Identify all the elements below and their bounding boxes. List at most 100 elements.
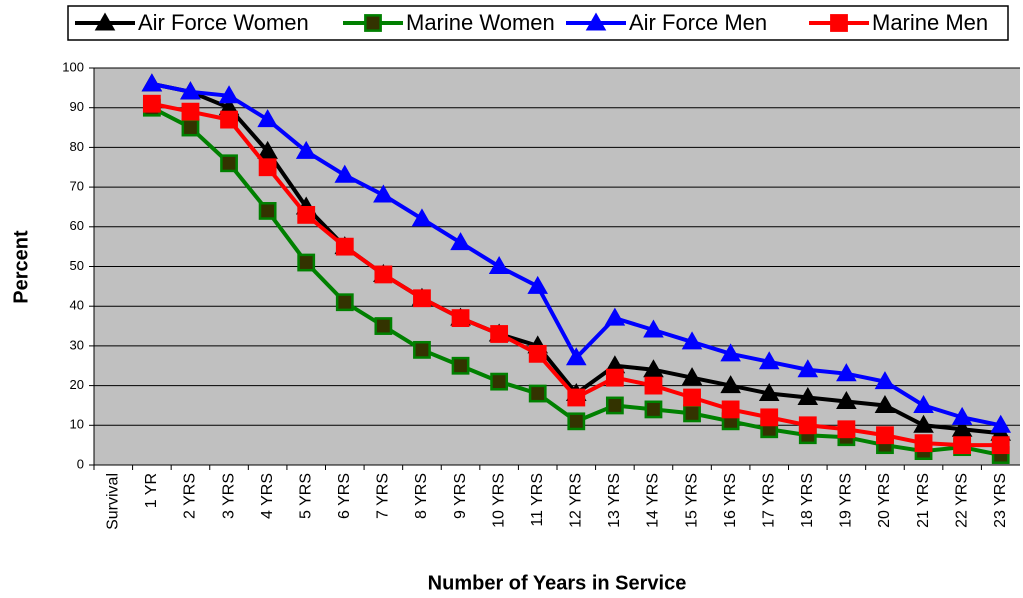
marker bbox=[142, 94, 161, 113]
marker bbox=[991, 436, 1010, 455]
marker bbox=[413, 289, 431, 308]
marker bbox=[220, 110, 238, 129]
marker bbox=[257, 109, 278, 128]
marker bbox=[953, 436, 972, 455]
series bbox=[142, 94, 1010, 455]
marker bbox=[490, 372, 509, 391]
x-axis-title: Number of Years in Service bbox=[428, 572, 687, 594]
marker bbox=[720, 375, 741, 394]
marker bbox=[258, 158, 277, 177]
x-tick-label: 6 YRS bbox=[336, 473, 353, 519]
marker bbox=[913, 414, 934, 433]
y-tick-label: 30 bbox=[70, 337, 84, 352]
x-tick-label: 2 YRS bbox=[182, 473, 199, 519]
marker bbox=[681, 331, 703, 350]
y-tick-label: 50 bbox=[70, 258, 84, 273]
marker bbox=[94, 12, 116, 31]
marker bbox=[876, 426, 894, 445]
marker bbox=[643, 359, 664, 378]
y-tick-label: 10 bbox=[70, 417, 84, 432]
x-tick-label: 13 YRS bbox=[606, 473, 623, 528]
marker bbox=[836, 390, 857, 409]
marker bbox=[644, 376, 663, 395]
marker bbox=[490, 325, 509, 343]
y-axis-title: Percent bbox=[10, 230, 32, 304]
marker bbox=[141, 73, 163, 92]
y-tick-label: 20 bbox=[70, 377, 84, 392]
marker bbox=[643, 319, 664, 338]
marker bbox=[335, 237, 354, 256]
marker bbox=[181, 118, 200, 137]
marker bbox=[758, 351, 780, 370]
y-tick-label: 40 bbox=[70, 298, 84, 313]
legend-label: Air Force Women bbox=[138, 10, 309, 35]
x-tick-label: 12 YRS bbox=[568, 473, 585, 528]
marker bbox=[567, 388, 586, 407]
x-tick-label: 21 YRS bbox=[915, 473, 932, 528]
marker bbox=[528, 344, 547, 363]
marker bbox=[758, 383, 780, 402]
marker bbox=[951, 418, 973, 437]
series bbox=[142, 98, 1010, 464]
marker bbox=[334, 164, 356, 183]
marker bbox=[257, 140, 278, 159]
marker bbox=[604, 307, 626, 326]
marker bbox=[585, 12, 607, 31]
marker bbox=[990, 414, 1012, 433]
legend-label: Air Force Men bbox=[629, 10, 767, 35]
marker bbox=[335, 293, 354, 312]
marker bbox=[258, 202, 277, 220]
y-tick-label: 60 bbox=[70, 218, 84, 233]
marker bbox=[721, 400, 740, 419]
marker bbox=[683, 388, 701, 407]
x-tick-label: 23 YRS bbox=[992, 473, 1009, 528]
marker bbox=[797, 359, 819, 378]
marker bbox=[683, 404, 701, 423]
x-tick-label: 11 YRS bbox=[529, 473, 546, 527]
marker bbox=[951, 406, 973, 425]
y-tick-label: 0 bbox=[77, 456, 84, 471]
y-tick-label: 80 bbox=[70, 139, 84, 154]
marker bbox=[567, 412, 586, 431]
marker bbox=[297, 253, 316, 272]
marker bbox=[605, 396, 624, 415]
x-tick-label: Survival bbox=[105, 473, 122, 530]
marker bbox=[836, 363, 857, 382]
marker bbox=[874, 371, 896, 390]
marker bbox=[374, 265, 393, 284]
marker bbox=[605, 368, 624, 387]
x-tick-label: 22 YRS bbox=[953, 473, 970, 528]
y-tick-label: 100 bbox=[62, 59, 84, 74]
series bbox=[141, 73, 1012, 433]
marker bbox=[413, 340, 431, 359]
x-tick-label: 8 YRS bbox=[413, 473, 430, 519]
marker bbox=[451, 309, 470, 328]
x-tick-label: 20 YRS bbox=[876, 473, 893, 528]
marker bbox=[798, 416, 817, 435]
legend: Air Force Women Marine Women Air Force Men… bbox=[67, 5, 1009, 41]
x-tick-label: 9 YRS bbox=[452, 473, 469, 519]
marker bbox=[364, 14, 382, 32]
y-tick-label: 90 bbox=[70, 99, 84, 114]
marker bbox=[218, 85, 240, 104]
marker bbox=[830, 14, 848, 32]
x-tick-label: 17 YRS bbox=[760, 473, 777, 528]
marker bbox=[527, 275, 549, 294]
marker bbox=[720, 343, 741, 362]
y-tick-label: 70 bbox=[70, 179, 84, 194]
x-tick-label: 19 YRS bbox=[838, 473, 855, 528]
x-tick-label: 16 YRS bbox=[722, 473, 739, 528]
marker bbox=[451, 356, 470, 375]
legend-label: Marine Men bbox=[872, 10, 988, 35]
marker bbox=[914, 434, 933, 453]
marker bbox=[874, 394, 896, 413]
marker bbox=[913, 394, 934, 413]
marker bbox=[760, 408, 779, 427]
x-tick-label: 14 YRS bbox=[645, 473, 662, 528]
x-tick-label: 15 YRS bbox=[683, 473, 700, 528]
marker bbox=[220, 154, 238, 173]
marker bbox=[181, 102, 200, 121]
marker bbox=[374, 317, 393, 335]
x-tick-label: 10 YRS bbox=[490, 473, 507, 528]
